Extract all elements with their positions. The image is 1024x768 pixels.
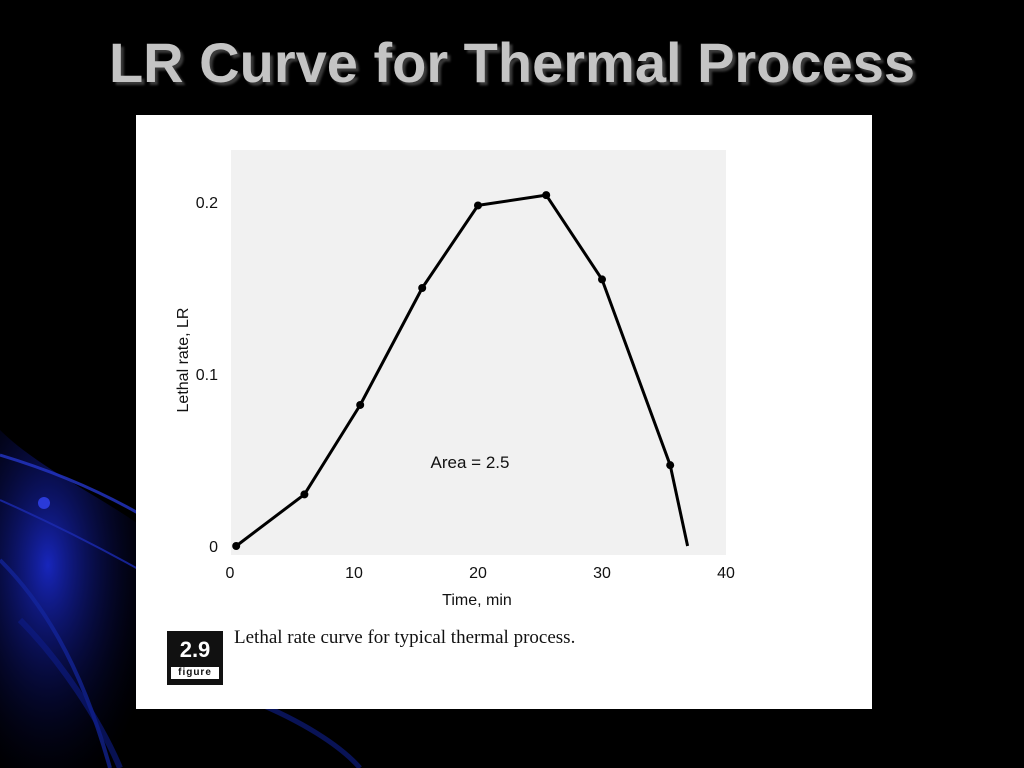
- x-tick-label: 30: [593, 565, 611, 582]
- x-tick-label: 20: [469, 565, 487, 582]
- data-point: [598, 275, 606, 284]
- y-tick-label: 0: [209, 539, 218, 556]
- area-annotation: Area = 2.5: [431, 453, 510, 472]
- lethal-rate-chart: 0 0.1 0.2 0 10 20 30 40 Lethal rate, LR Time, …: [175, 150, 735, 609]
- figure-badge: 2.9 figure: [167, 631, 223, 685]
- slide-title: LR Curve for Thermal Process: [108, 31, 916, 94]
- figure-number: 2.9: [179, 637, 211, 662]
- plot-background: [231, 150, 726, 555]
- y-tick-label: 0.2: [196, 195, 218, 212]
- data-point: [300, 490, 309, 499]
- data-point: [356, 400, 365, 409]
- data-point: [666, 461, 675, 470]
- figure-card: 0 0.1 0.2 0 10 20 30 40 Lethal rate, LR Time, …: [136, 115, 872, 709]
- x-tick-label: 0: [226, 565, 235, 582]
- y-tick-label: 0.1: [196, 367, 218, 384]
- x-tick-label: 40: [717, 565, 735, 582]
- figure-word: figure: [171, 667, 219, 679]
- x-axis-title: Time, min: [442, 592, 512, 609]
- figure-caption: Lethal rate curve for typical thermal pr…: [234, 627, 576, 648]
- x-tick-label: 10: [345, 565, 363, 582]
- data-point: [542, 191, 551, 200]
- data-point: [474, 201, 482, 210]
- data-point: [232, 542, 241, 550]
- data-point: [418, 284, 427, 292]
- y-axis-title: Lethal rate, LR: [175, 308, 192, 413]
